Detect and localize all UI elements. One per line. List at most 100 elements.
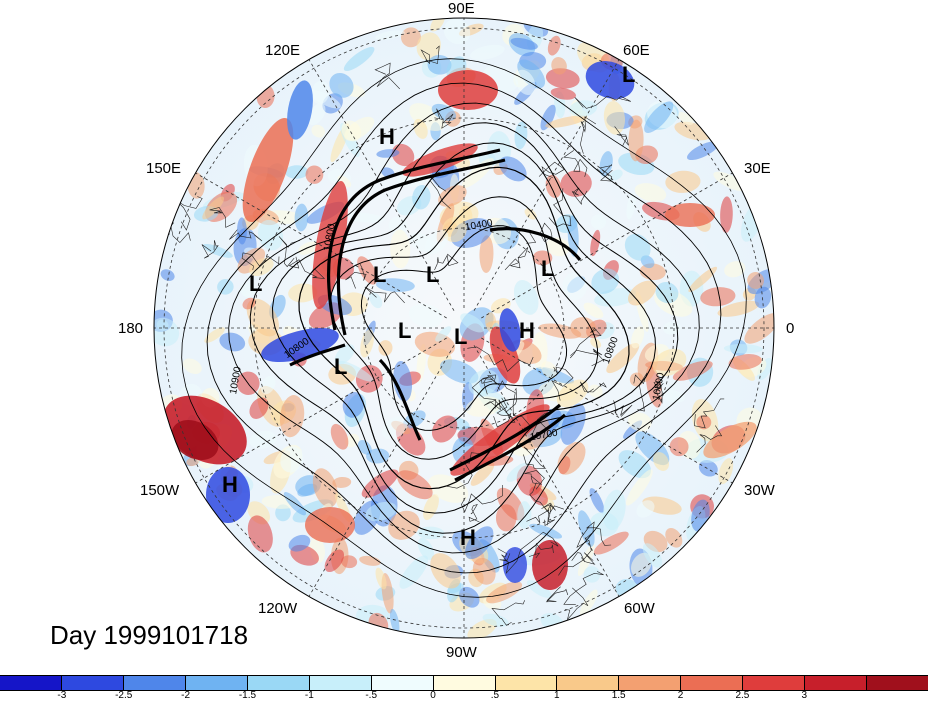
anomaly-patch <box>242 117 294 223</box>
lon-label-60e: 60E <box>623 42 650 59</box>
low-marker: L <box>454 324 468 349</box>
coastline-segment <box>614 126 629 146</box>
anomaly-patch <box>160 269 175 282</box>
anomaly-patch <box>413 118 428 139</box>
jet-contour <box>327 148 501 331</box>
coastline-segment <box>528 542 554 559</box>
coastline-segment <box>570 348 604 367</box>
colorbar-swatch <box>123 676 186 690</box>
lon-label-90e: 90E <box>448 0 475 17</box>
anomaly-patch <box>545 68 580 89</box>
coastline-segment <box>445 452 480 489</box>
colorbar-tick-label: -1.5 <box>238 690 257 701</box>
anomaly-patch <box>720 196 733 233</box>
anomaly-patch <box>369 292 383 309</box>
anomaly-patch <box>334 344 355 365</box>
height-contour <box>228 102 700 554</box>
anomaly-patch <box>417 537 435 560</box>
colorbar-swatch <box>805 676 868 690</box>
anomaly-patch <box>517 501 532 529</box>
colorbar-tick-label: -.5 <box>365 690 378 701</box>
coastline-segment <box>548 188 572 228</box>
anomaly-patch <box>700 287 736 307</box>
anomaly-patch <box>703 421 757 459</box>
anomaly-patch <box>257 219 284 251</box>
longitude-line <box>473 59 620 311</box>
anomaly-patch <box>698 460 718 477</box>
anomaly-patch <box>382 416 409 440</box>
colorbar-tick-label: -2 <box>181 690 191 701</box>
anomaly-patch <box>678 112 694 125</box>
anomaly-patch <box>399 555 429 589</box>
jet-contour <box>454 413 567 482</box>
anomaly-patch <box>602 489 626 531</box>
anomaly-patch <box>435 326 452 342</box>
jet-contour <box>289 343 346 367</box>
coastline-segment <box>467 346 534 372</box>
lon-label-120w: 120W <box>258 600 298 617</box>
anomaly-patch <box>298 241 318 255</box>
low-marker: L <box>541 256 555 281</box>
lon-label-120e: 120E <box>265 42 301 59</box>
anomaly-patch <box>324 549 345 573</box>
date-title: Day 1999101718 <box>50 620 249 650</box>
low-marker: L <box>426 262 440 287</box>
anomaly-patch <box>287 80 313 140</box>
anomaly-patch <box>717 300 760 317</box>
anomaly-patch <box>529 523 563 539</box>
anomaly-patch <box>724 261 746 278</box>
anomaly-patch <box>423 494 439 521</box>
colorbar-tick-label: -3 <box>57 690 67 701</box>
anomaly-patch <box>292 499 334 523</box>
anomaly-patch <box>713 171 746 191</box>
anomaly-patch <box>665 170 701 193</box>
coastline-segment <box>505 387 517 423</box>
anomaly-patch <box>634 183 667 202</box>
anomaly-patch <box>754 286 772 309</box>
coastline-segment <box>563 571 604 605</box>
anomaly-patch <box>431 415 458 443</box>
coastline-segment <box>229 229 263 242</box>
coastline-segment <box>468 503 480 523</box>
anomaly-patch <box>389 608 400 635</box>
anomaly-patch <box>217 279 234 295</box>
anomaly-patch <box>540 104 556 131</box>
jet-contour <box>489 227 582 262</box>
low-marker: L <box>622 62 636 87</box>
longitude-line <box>308 345 455 597</box>
colorbar-tick-label: 2 <box>677 690 684 701</box>
anomaly-patch <box>219 332 246 352</box>
coastline-segment <box>429 171 451 210</box>
lon-label-180: 180 <box>118 320 144 337</box>
anomaly-patch <box>672 360 713 381</box>
coastline-segment <box>545 586 569 603</box>
anomaly-patch <box>470 462 495 486</box>
anomaly-patch <box>237 217 247 245</box>
colorbar-swatch <box>557 676 620 690</box>
height-contour <box>360 225 568 431</box>
anomaly-patch <box>591 268 620 294</box>
anomaly-patch <box>627 280 657 306</box>
coastline-segment <box>434 253 459 271</box>
anomaly-patch <box>330 423 349 450</box>
height-contour <box>271 142 657 514</box>
colorbar-swatch <box>0 676 62 690</box>
coastline-segment <box>526 222 553 244</box>
anomaly-patch <box>577 543 595 577</box>
coastline-segment <box>613 400 633 417</box>
latitude-circle <box>253 117 675 539</box>
anomaly-patch <box>186 457 200 467</box>
anomaly-patch <box>280 446 304 473</box>
height-contours <box>181 58 747 598</box>
colorbar <box>0 675 928 691</box>
coastline-segment <box>374 62 401 90</box>
anomaly-patch <box>260 375 276 395</box>
anomaly-patch <box>532 250 553 266</box>
anomaly-patch <box>655 281 679 304</box>
anomaly-patch <box>652 348 687 377</box>
coastline-segment <box>364 286 405 304</box>
low-marker: L <box>373 262 387 287</box>
anomaly-patch <box>343 46 375 72</box>
colorbar-tick-label: -2.5 <box>115 690 133 701</box>
coastline-segment <box>524 470 545 490</box>
